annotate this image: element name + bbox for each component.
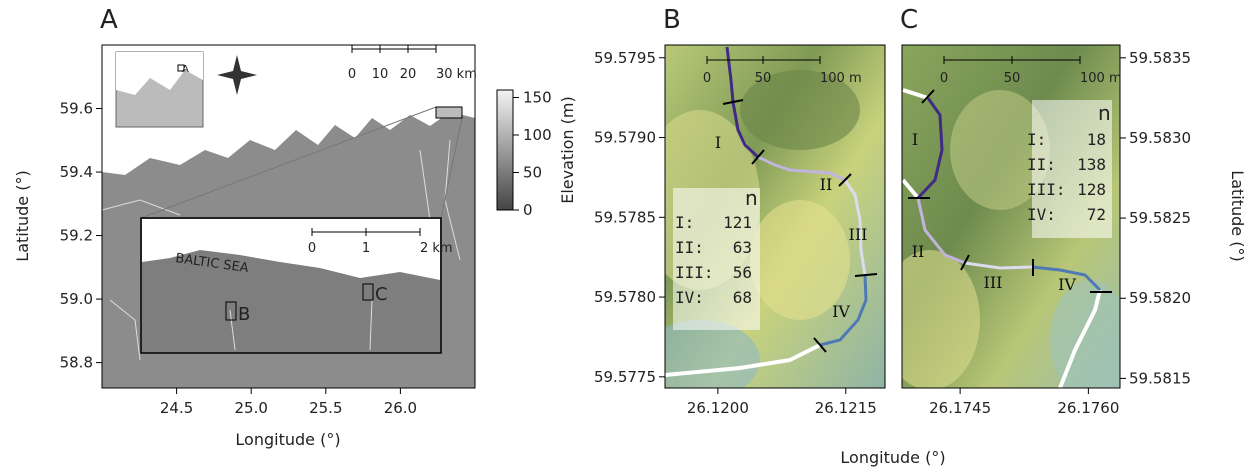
y-tick-label: 59.5795 xyxy=(594,49,656,67)
segment-label: III xyxy=(984,273,1003,292)
figure: A BALTIC SEA B C Longitude (°) Latitude … xyxy=(0,0,1254,470)
table-cell: IV: xyxy=(1027,205,1056,224)
x-tick-label: 26.1200 xyxy=(687,399,749,417)
segment-label: IV xyxy=(832,302,850,321)
table-header: n xyxy=(745,186,758,210)
segment-label: II xyxy=(912,242,925,261)
map-a xyxy=(102,45,475,388)
segment-label: III xyxy=(849,225,868,244)
table-cell: 128 xyxy=(1077,180,1106,199)
colorbar-tick-label: 0 xyxy=(523,201,533,219)
scalebar-label: 0 xyxy=(308,241,316,256)
panel-label: A xyxy=(100,5,118,35)
y-tick-label: 59.5785 xyxy=(594,208,656,226)
y-tick-label: 59.5820 xyxy=(1129,289,1191,307)
scalebar-label: 0 xyxy=(940,71,948,86)
table-header: n xyxy=(1098,101,1111,125)
overview-label: A xyxy=(182,64,189,75)
table-cell: II: xyxy=(1027,155,1056,174)
y-tick-label: 59.4 xyxy=(60,163,93,181)
y-tick-label: 59.2 xyxy=(60,227,93,245)
colorbar-tick-label: 50 xyxy=(523,164,542,182)
x-axis-label: Longitude (°) xyxy=(235,430,340,449)
y-tick-label: 59.5780 xyxy=(594,288,656,306)
y-tick-label: 59.5830 xyxy=(1129,129,1191,147)
scalebar-label: 0 xyxy=(348,67,356,82)
scalebar-label: 100 m xyxy=(820,71,862,86)
table-cell: III: xyxy=(1027,180,1066,199)
table-cell: I: xyxy=(1027,130,1046,149)
site-label: C xyxy=(375,284,388,305)
scalebar-label: 50 xyxy=(1004,71,1021,86)
segment-label: I xyxy=(715,133,721,152)
table-cell: I: xyxy=(675,213,694,232)
segment-label: II xyxy=(820,175,833,194)
x-tick-label: 26.1745 xyxy=(929,399,991,417)
table-cell: IV: xyxy=(675,288,704,307)
x-tick-label: 26.0 xyxy=(384,399,417,417)
colorbar-tick-label: 150 xyxy=(523,89,552,107)
table-cell: 63 xyxy=(733,238,752,257)
table-cell: 138 xyxy=(1077,155,1106,174)
scalebar-label: 10 xyxy=(372,67,389,82)
segment-label: I xyxy=(912,130,918,149)
y-tick-label: 59.5775 xyxy=(594,368,656,386)
y-tick-label: 59.5815 xyxy=(1129,369,1191,387)
y-axis-label: Latitude (°) xyxy=(1228,170,1247,261)
x-tick-label: 26.1760 xyxy=(1057,399,1119,417)
scalebar-label: 100 m xyxy=(1080,71,1122,86)
y-tick-label: 59.5835 xyxy=(1129,49,1191,67)
table-cell: II: xyxy=(675,238,704,257)
x-tick-label: 25.0 xyxy=(234,399,267,417)
scalebar-label: 0 xyxy=(703,71,711,86)
table-cell: 18 xyxy=(1087,130,1106,149)
scalebar-label: 50 xyxy=(755,71,772,86)
table-cell: 121 xyxy=(723,213,752,232)
y-tick-label: 59.5790 xyxy=(594,129,656,147)
x-tick-label: 25.5 xyxy=(309,399,342,417)
table-cell: 56 xyxy=(733,263,752,282)
colorbar-tick-label: 100 xyxy=(523,126,552,144)
x-tick-label: 24.5 xyxy=(160,399,193,417)
y-axis-label: Latitude (°) xyxy=(13,170,32,261)
scalebar-label: 20 xyxy=(400,67,417,82)
y-tick-label: 59.5825 xyxy=(1129,209,1191,227)
y-tick-label: 59.0 xyxy=(60,290,93,308)
y-tick-label: 59.6 xyxy=(60,100,93,118)
colorbar xyxy=(497,90,513,210)
scalebar-label: 2 km xyxy=(420,241,453,256)
x-tick-label: 26.1215 xyxy=(815,399,877,417)
page: A BALTIC SEA B C Longitude (°) Latitude … xyxy=(0,0,1254,474)
site-label: B xyxy=(238,304,250,325)
scalebar-label: 1 xyxy=(362,241,370,256)
x-axis-label: Longitude (°) xyxy=(840,448,945,467)
colorbar-label: Elevation (m) xyxy=(558,96,577,203)
table-cell: III: xyxy=(675,263,714,282)
y-tick-label: 58.8 xyxy=(60,354,93,372)
panel-label: B xyxy=(663,5,681,35)
table-cell: 72 xyxy=(1087,205,1106,224)
table-cell: 68 xyxy=(733,288,752,307)
scalebar-label: 30 km xyxy=(436,67,477,82)
segment-label: IV xyxy=(1058,275,1076,294)
panel-label: C xyxy=(900,5,918,35)
